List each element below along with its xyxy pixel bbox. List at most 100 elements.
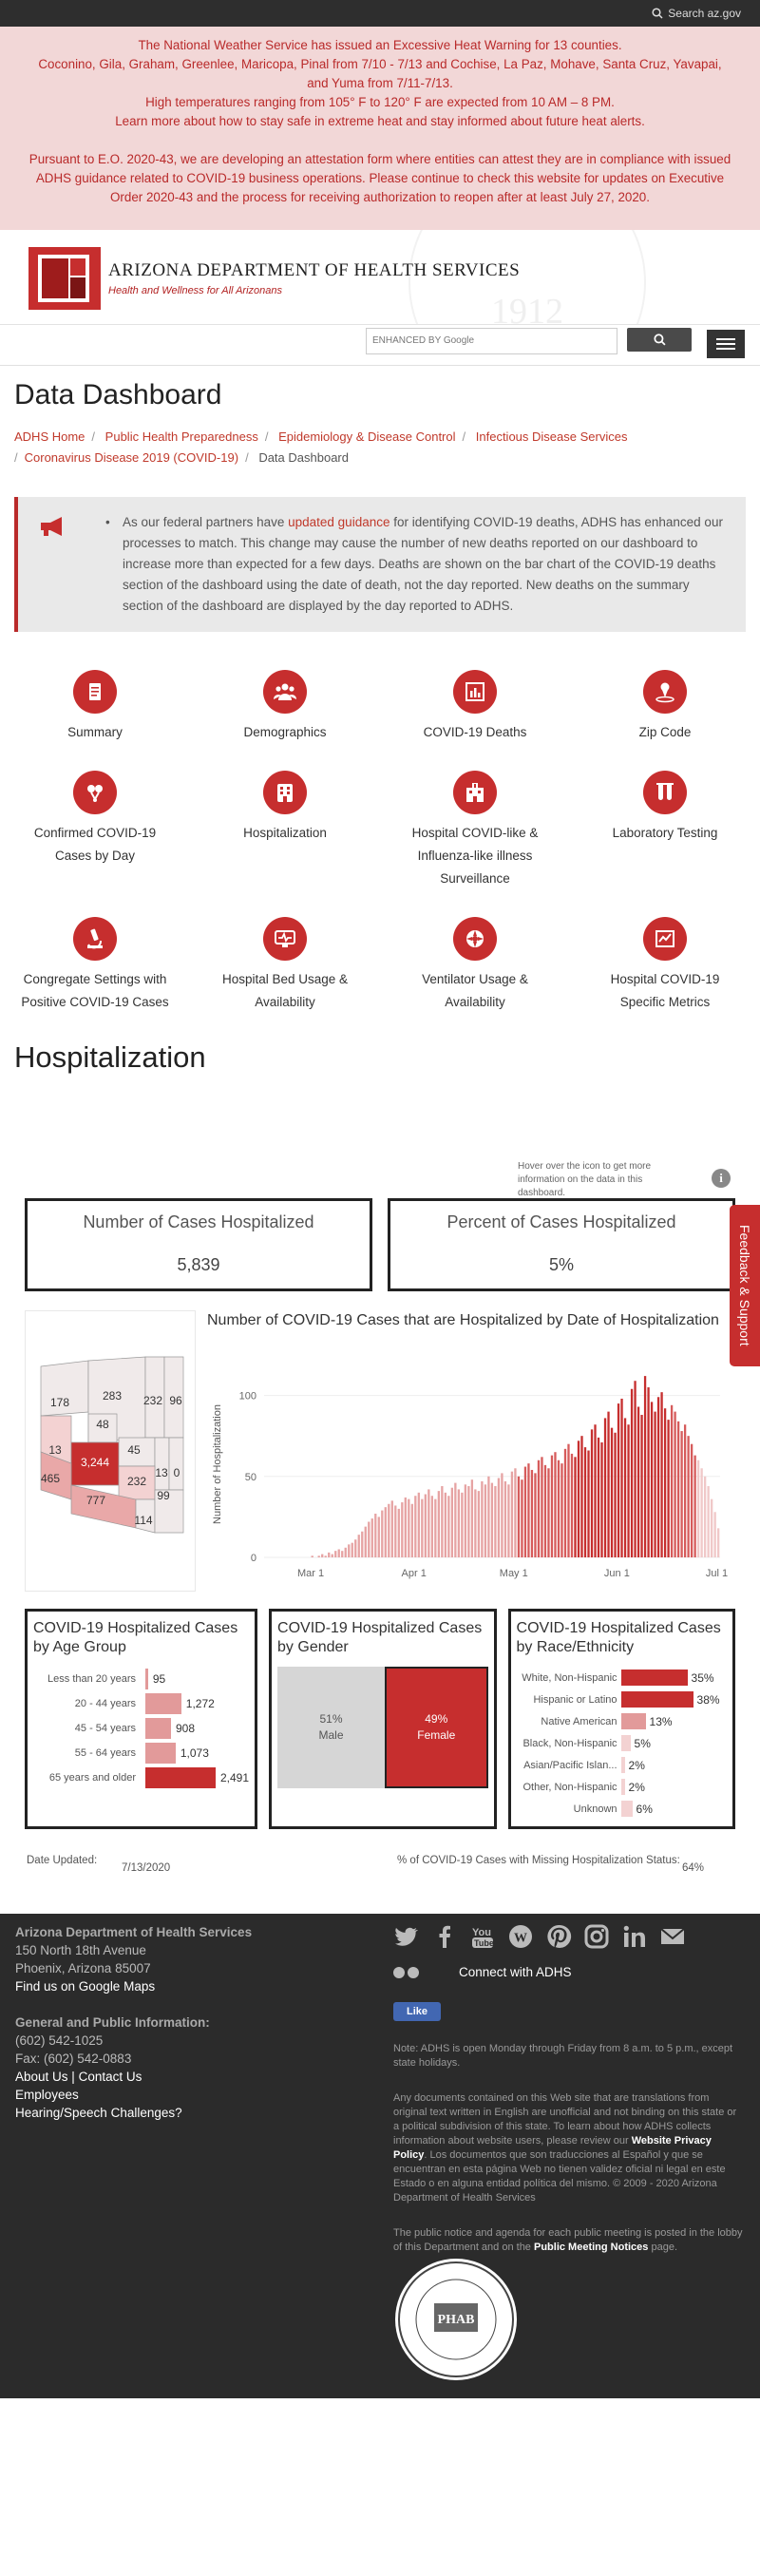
- hospitalization-bar[interactable]: [311, 1555, 314, 1557]
- hospitalization-bar[interactable]: [414, 1496, 417, 1557]
- hospitalization-bar[interactable]: [590, 1429, 594, 1557]
- hospitalization-bar[interactable]: [397, 1508, 400, 1557]
- hospitalization-bar[interactable]: [331, 1554, 333, 1557]
- hospitalization-bar[interactable]: [670, 1404, 674, 1557]
- nav-tile-ventilator-usage-availability[interactable]: Ventilator Usage & Availability: [380, 917, 570, 1014]
- hospitalization-bar[interactable]: [481, 1480, 484, 1557]
- hospitalization-bar[interactable]: [324, 1555, 327, 1557]
- age-bar[interactable]: [145, 1693, 181, 1714]
- connect-link[interactable]: Connect with ADHS: [459, 1965, 572, 1979]
- hospitalization-bar[interactable]: [537, 1460, 541, 1557]
- about-us-link[interactable]: About Us: [15, 2070, 68, 2084]
- hospitalization-bar[interactable]: [394, 1505, 397, 1557]
- hospitalization-bar[interactable]: [713, 1512, 716, 1557]
- hospitalization-bar[interactable]: [696, 1460, 700, 1557]
- hospitalization-bar[interactable]: [401, 1502, 404, 1557]
- hospitalization-bar[interactable]: [687, 1436, 690, 1557]
- hospitalization-bar[interactable]: [354, 1539, 357, 1557]
- facebook-like-button[interactable]: Like: [393, 2002, 441, 2021]
- hospitalization-bar[interactable]: [557, 1460, 560, 1557]
- linkedin-icon[interactable]: [621, 1923, 648, 1950]
- nav-tile-laboratory-testing[interactable]: Laboratory Testing: [570, 771, 760, 890]
- hospitalization-bar[interactable]: [361, 1531, 364, 1557]
- hospitalization-bar[interactable]: [357, 1535, 360, 1557]
- nav-tile-hospitalization[interactable]: Hospitalization: [190, 771, 380, 890]
- hospitalization-bar[interactable]: [317, 1555, 320, 1557]
- footer-phone[interactable]: (602) 542-1025: [15, 2033, 104, 2048]
- nav-tile-summary[interactable]: Summary: [0, 670, 190, 744]
- hospitalization-bar[interactable]: [654, 1411, 656, 1557]
- race-bar[interactable]: [620, 1691, 694, 1708]
- wordpress-icon[interactable]: W: [507, 1923, 534, 1950]
- hospitalization-bar[interactable]: [410, 1503, 413, 1557]
- hospitalization-bar[interactable]: [636, 1406, 640, 1557]
- hospitalization-bar[interactable]: [484, 1484, 487, 1557]
- hospitalization-bar[interactable]: [457, 1489, 461, 1557]
- hospitalization-chart[interactable]: Number of COVID-19 Cases that are Hospit…: [207, 1310, 735, 1592]
- hospitalization-bar[interactable]: [560, 1463, 563, 1557]
- hospitalization-bar[interactable]: [521, 1479, 523, 1557]
- instagram-icon[interactable]: [583, 1923, 610, 1950]
- hospitalization-bar[interactable]: [614, 1432, 617, 1557]
- hospitalization-bar[interactable]: [617, 1403, 620, 1557]
- hospitalization-bar[interactable]: [656, 1397, 660, 1557]
- eo-link[interactable]: E.O. 2020-43: [98, 152, 174, 166]
- hospitalization-bar[interactable]: [570, 1453, 574, 1557]
- twitter-icon[interactable]: [393, 1923, 420, 1950]
- google-maps-link[interactable]: Find us on Google Maps: [15, 1979, 156, 1994]
- hospitalization-bar[interactable]: [417, 1492, 420, 1557]
- hospitalization-bar[interactable]: [477, 1491, 481, 1557]
- hospitalization-bar[interactable]: [501, 1473, 504, 1557]
- hospitalization-bar[interactable]: [464, 1484, 467, 1557]
- learn-more-link[interactable]: Learn more about: [115, 114, 216, 128]
- crumb-public-health[interactable]: Public Health Preparedness: [104, 429, 258, 444]
- hospitalization-bar[interactable]: [441, 1486, 444, 1557]
- nav-tile-hospital-covid-like-influenza-like-illness-surveillance[interactable]: Hospital COVID-like & Influenza-like ill…: [380, 771, 570, 890]
- race-bar[interactable]: [620, 1801, 633, 1817]
- hospitalization-bar[interactable]: [507, 1484, 510, 1557]
- crumb-epidemiology[interactable]: Epidemiology & Disease Control: [278, 429, 456, 444]
- age-group-box[interactable]: COVID-19 Hospitalized Cases by Age Group…: [25, 1609, 258, 1829]
- hospitalization-bar[interactable]: [541, 1457, 543, 1557]
- privacy-policy-link[interactable]: Website Privacy Policy: [393, 2135, 712, 2161]
- hospitalization-bar[interactable]: [607, 1411, 610, 1557]
- hospitalization-bar[interactable]: [690, 1443, 694, 1557]
- hospitalization-bar[interactable]: [510, 1471, 514, 1557]
- hospitalization-bar[interactable]: [494, 1486, 497, 1557]
- nav-tile-hospital-bed-usage-availability[interactable]: Hospital Bed Usage & Availability: [190, 917, 380, 1014]
- facebook-icon[interactable]: [431, 1923, 458, 1950]
- hospitalization-bar[interactable]: [490, 1482, 494, 1557]
- adhs-logo[interactable]: ARIZONA DEPARTMENT OF HEALTH SERVICES He…: [27, 245, 520, 312]
- hospitalization-bar[interactable]: [344, 1547, 347, 1557]
- hospitalization-bar[interactable]: [474, 1489, 477, 1557]
- age-bar[interactable]: [145, 1718, 171, 1739]
- hospitalization-bar[interactable]: [574, 1457, 577, 1557]
- crumb-infectious[interactable]: Infectious Disease Services: [475, 429, 628, 444]
- hospitalization-bar[interactable]: [447, 1496, 450, 1557]
- age-bar[interactable]: [145, 1669, 148, 1689]
- nav-tile-demographics[interactable]: Demographics: [190, 670, 380, 744]
- hospitalization-bar[interactable]: [351, 1542, 353, 1557]
- race-bar[interactable]: [620, 1779, 625, 1795]
- hospitalization-bar[interactable]: [404, 1497, 407, 1557]
- hospitalization-bar[interactable]: [430, 1496, 433, 1557]
- hospitalization-bar[interactable]: [660, 1392, 663, 1557]
- race-bar[interactable]: [620, 1735, 631, 1751]
- hospitalization-bar[interactable]: [328, 1552, 331, 1557]
- contact-us-link[interactable]: Contact Us: [78, 2070, 142, 2084]
- age-bar[interactable]: [145, 1767, 216, 1788]
- hospitalization-bar[interactable]: [454, 1482, 457, 1557]
- hospitalization-bar[interactable]: [703, 1476, 707, 1557]
- hospitalization-bar[interactable]: [716, 1528, 720, 1557]
- hospitalization-bar[interactable]: [680, 1431, 683, 1557]
- hospitalization-bar[interactable]: [437, 1491, 440, 1557]
- hospitalization-bar[interactable]: [348, 1544, 351, 1557]
- hospitalization-bar[interactable]: [600, 1441, 603, 1557]
- hospitalization-bar[interactable]: [461, 1492, 464, 1557]
- hospitalization-bar[interactable]: [424, 1494, 427, 1557]
- and-link[interactable]: and: [406, 114, 428, 128]
- hospitalization-bar[interactable]: [550, 1455, 554, 1557]
- gender-box[interactable]: COVID-19 Hospitalized Cases by Gender 51…: [269, 1609, 497, 1829]
- hospitalization-bar[interactable]: [321, 1554, 324, 1557]
